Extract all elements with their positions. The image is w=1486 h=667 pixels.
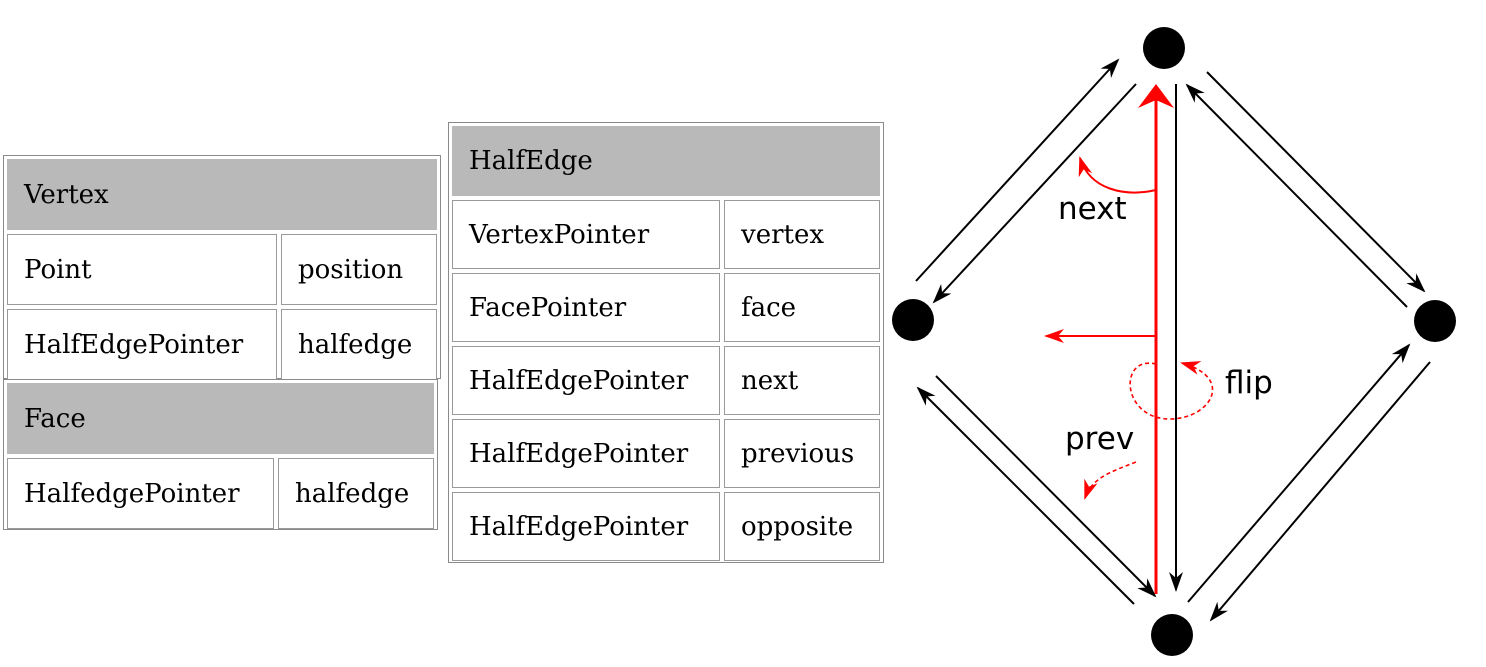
halfedge-field-name: face bbox=[724, 273, 880, 342]
vertex-node bbox=[1143, 27, 1185, 69]
table-row: HalfEdgePointer next bbox=[452, 346, 880, 415]
flip-pointer-arrow bbox=[1129, 361, 1214, 420]
face-field-type: HalfedgePointer bbox=[7, 458, 274, 529]
next-pointer-arrow bbox=[1078, 156, 1157, 194]
face-struct-table: Face HalfedgePointer halfedge bbox=[3, 379, 438, 530]
vertex-struct-table: Vertex Point position HalfEdgePointer ha… bbox=[3, 155, 441, 380]
halfedge-struct-table: HalfEdge VertexPointer vertex FacePointe… bbox=[448, 122, 884, 563]
vertex-node bbox=[892, 299, 934, 341]
table-row: HalfEdgePointer previous bbox=[452, 419, 880, 488]
prev-pointer-arrow bbox=[1084, 461, 1137, 500]
halfedge-field-type: HalfEdgePointer bbox=[452, 346, 720, 415]
vertex-field-type: Point bbox=[7, 234, 277, 305]
halfedge-field-type: VertexPointer bbox=[452, 200, 720, 269]
halfedge-field-type: FacePointer bbox=[452, 273, 720, 342]
table-row: VertexPointer vertex bbox=[452, 200, 880, 269]
halfedge-field-name: previous bbox=[724, 419, 880, 488]
halfedge-field-type: HalfEdgePointer bbox=[452, 419, 720, 488]
vertex-node bbox=[1151, 614, 1193, 656]
halfedge-arrow bbox=[1185, 83, 1408, 308]
halfedge-arrow bbox=[1187, 343, 1411, 603]
face-field-name: halfedge bbox=[278, 458, 434, 529]
vertex-field-name: halfedge bbox=[281, 309, 437, 380]
halfedge-arrow bbox=[915, 58, 1120, 282]
halfedge-arrow bbox=[1209, 361, 1431, 622]
halfedge-table-title: HalfEdge bbox=[452, 126, 880, 196]
halfedge-arrow bbox=[935, 375, 1157, 598]
prev-label: prev bbox=[1065, 421, 1134, 457]
halfedge-field-name: next bbox=[724, 346, 880, 415]
halfedge-arrow bbox=[1206, 71, 1426, 293]
halfedge-arrow bbox=[932, 83, 1137, 304]
halfedge-field-name: vertex bbox=[724, 200, 880, 269]
table-row: Point position bbox=[7, 234, 437, 305]
vertex-node bbox=[1414, 300, 1456, 342]
vertex-field-name: position bbox=[281, 234, 437, 305]
next-label: next bbox=[1058, 191, 1127, 227]
table-row: HalfEdgePointer opposite bbox=[452, 492, 880, 561]
halfedge-arrow bbox=[916, 386, 1135, 605]
table-row: FacePointer face bbox=[452, 273, 880, 342]
halfedge-field-name: opposite bbox=[724, 492, 880, 561]
halfedge-field-type: HalfEdgePointer bbox=[452, 492, 720, 561]
table-row: HalfedgePointer halfedge bbox=[7, 458, 434, 529]
flip-label: flip bbox=[1225, 365, 1273, 401]
face-table-title: Face bbox=[7, 383, 434, 454]
table-row: HalfEdgePointer halfedge bbox=[7, 309, 437, 380]
vertex-table-title: Vertex bbox=[7, 159, 437, 230]
